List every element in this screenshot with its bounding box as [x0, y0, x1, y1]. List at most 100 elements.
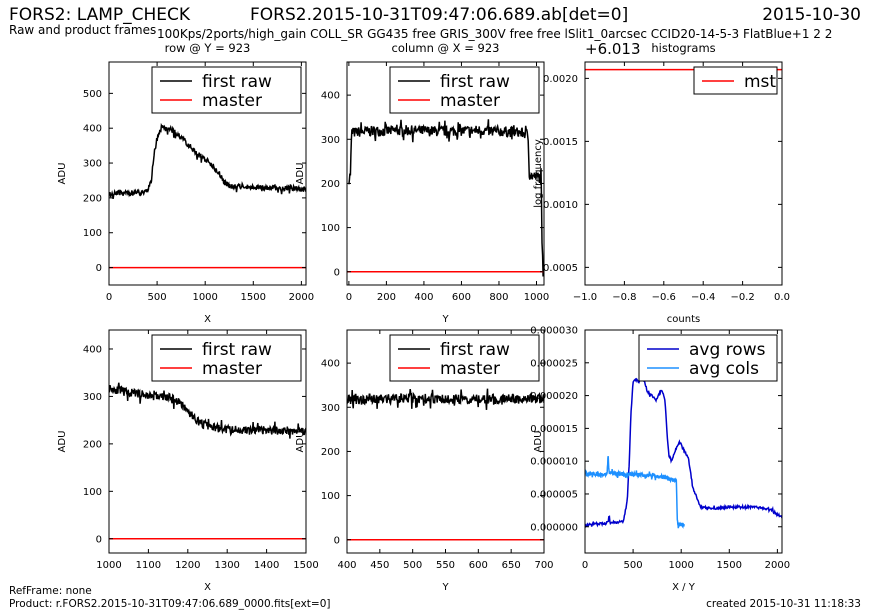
y-axis-label: log frequency [533, 139, 544, 208]
legend-box [151, 334, 302, 382]
x-tick-label: 0 [346, 292, 352, 303]
y-tick-label: 0.0015 [543, 137, 578, 148]
y-tick-label: 0.000000 [530, 522, 578, 533]
chart-p5: 400 450 500 550 600 650 700 0 100 200 300 400 Y ADU fi… [295, 329, 554, 593]
x-tick-label: −0.2 [730, 292, 754, 303]
x-tick-label: 1000 [96, 560, 121, 571]
legend-label: master [202, 91, 262, 111]
plot-frame [584, 61, 783, 286]
y-tick-label: 400 [83, 344, 102, 355]
legend-label: first raw [440, 72, 510, 92]
x-tick-label: 700 [534, 560, 553, 571]
created-label: created 2015-10-31 11:18:33 [706, 598, 861, 610]
x-tick-label: −0.6 [652, 292, 676, 303]
x-axis-label: X [204, 582, 211, 593]
page-title: FORS2: LAMP_CHECK [9, 5, 191, 25]
x-tick-label: −1.0 [573, 292, 597, 303]
y-tick-label: 0 [334, 267, 340, 278]
x-tick-label: 650 [502, 560, 521, 571]
legend-box [389, 334, 540, 382]
y-tick-label: 0.000020 [530, 391, 578, 402]
x-axis-label: counts [667, 314, 700, 325]
y-tick-label: 0 [96, 263, 102, 274]
y-tick-label: 100 [83, 487, 102, 498]
legend-label: first raw [440, 340, 510, 360]
x-tick-label: 1400 [254, 560, 279, 571]
y-tick-label: 200 [83, 193, 102, 204]
y-tick-label: 0.000015 [530, 424, 578, 435]
x-tick-label: 600 [452, 292, 471, 303]
legend-box [638, 334, 778, 382]
legend-box [389, 66, 540, 114]
x-tick-label: 1500 [293, 560, 318, 571]
x-tick-label: 500 [148, 292, 167, 303]
y-axis-label: ADU [533, 431, 544, 453]
series-line-first-raw [109, 122, 306, 200]
x-tick-label: 1500 [241, 292, 266, 303]
series-group [347, 388, 544, 541]
y-tick-label: 100 [83, 228, 102, 239]
x-tick-label: 400 [337, 560, 356, 571]
y-tick-label: 0.000005 [530, 489, 578, 500]
y-tick-label: 100 [321, 491, 340, 502]
file-label: FORS2.2015-10-31T09:47:06.689.ab[det=0] [250, 5, 629, 25]
x-axis-label: X / Y [672, 582, 696, 593]
refframe-label: RefFrame: none [9, 585, 92, 597]
series-line-first-raw [348, 119, 544, 277]
y-tick-label: 0.000025 [530, 358, 578, 369]
series-line-first-raw [109, 382, 306, 439]
y-tick-label: 400 [321, 359, 340, 370]
x-tick-label: 1000 [524, 292, 549, 303]
chart-p4: 1000 1100 1200 1300 1400 1500 0 100 200 300 400 X AD… [57, 329, 319, 593]
legend-label: first raw [202, 340, 272, 360]
x-axis-label: Y [441, 582, 449, 593]
y-tick-label: 300 [321, 403, 340, 414]
y-tick-label: 0 [96, 534, 102, 545]
x-tick-label: 0 [582, 560, 588, 571]
y-tick-label: 400 [83, 124, 102, 135]
x-tick-label: 2000 [289, 292, 314, 303]
y-tick-label: 300 [83, 159, 102, 170]
plot-frame [584, 329, 783, 554]
y-tick-label: 300 [321, 135, 340, 146]
series-group [109, 382, 306, 540]
y-axis-label: ADU [57, 431, 68, 453]
x-tick-label: 500 [403, 560, 422, 571]
chart-p3: −1.0 −0.8 −0.6 −0.4 −0.2 0.0 0.0005 0.0010 0.001… [533, 40, 790, 325]
chart-p2: 0 200 400 600 800 1000 0 100 200 300 400 column @ X… [295, 41, 549, 325]
x-tick-label: 200 [377, 292, 396, 303]
x-axis-label: Y [441, 314, 449, 325]
y-tick-label: 100 [321, 223, 340, 234]
y-tick-label: 0 [334, 535, 340, 546]
x-tick-label: 1500 [717, 560, 742, 571]
x-tick-label: 1100 [136, 560, 161, 571]
x-tick-label: 1200 [175, 560, 200, 571]
y-tick-label: 0.0010 [543, 200, 578, 211]
y-tick-label: 0.0005 [543, 263, 578, 274]
y-tick-label: 200 [321, 447, 340, 458]
legend-label: master [440, 91, 500, 111]
y-tick-label: 0.000030 [530, 326, 578, 337]
x-tick-label: 0 [106, 292, 112, 303]
plot-title: histograms [651, 41, 715, 55]
x-tick-label: 500 [624, 560, 643, 571]
y-axis-label: ADU [295, 163, 306, 185]
legend-label: master [440, 359, 500, 379]
axis-offset-label: +6.013 [585, 40, 641, 58]
x-tick-label: 450 [370, 560, 389, 571]
y-tick-label: 0.0020 [543, 74, 578, 85]
chart-p6: 0 500 1000 1500 2000 0.000000 0.000005 0.000010… [530, 326, 790, 594]
page-subtitle: Raw and product frames [9, 23, 157, 37]
series-line-avg-cols [585, 455, 685, 530]
legend-label: avg cols [689, 359, 759, 379]
y-tick-label: 400 [321, 91, 340, 102]
x-tick-label: −0.8 [612, 292, 636, 303]
series-group [109, 122, 306, 269]
x-tick-label: 600 [469, 560, 488, 571]
x-tick-label: 800 [489, 292, 508, 303]
